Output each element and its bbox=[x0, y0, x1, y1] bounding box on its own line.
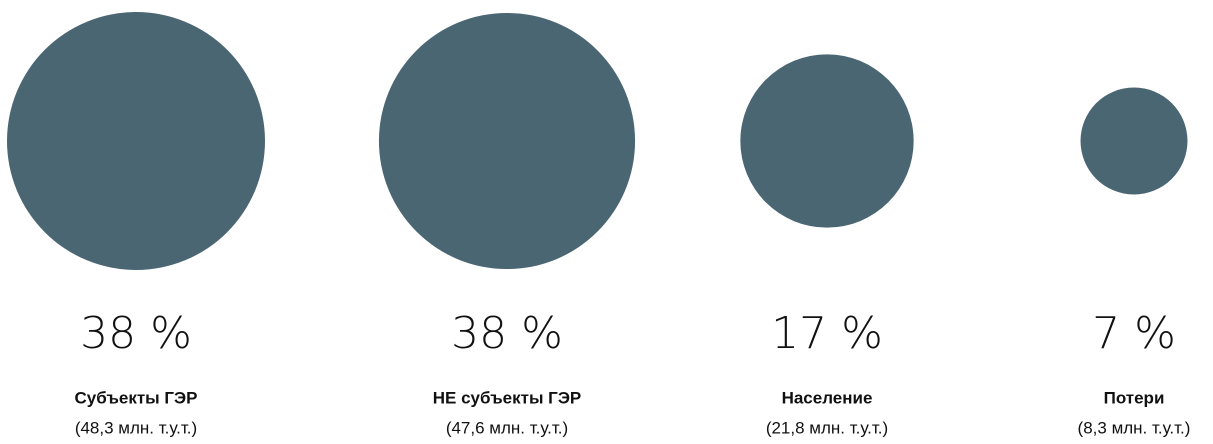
percent-label: 38 % bbox=[451, 308, 563, 359]
percent-label: 17 % bbox=[771, 308, 883, 359]
category-label: Население bbox=[782, 388, 873, 407]
size-label: (8,3 млн. т.у.т.) bbox=[1078, 418, 1191, 437]
size-label: (47,6 млн. т.у.т.) bbox=[446, 418, 568, 437]
bubble bbox=[740, 54, 914, 228]
percent-label: 7 % bbox=[1092, 308, 1176, 359]
size-label: (21,8 млн. т.у.т.) bbox=[766, 418, 888, 437]
category-label: Субъекты ГЭР bbox=[74, 388, 197, 407]
category-label: НЕ субъекты ГЭР bbox=[433, 388, 582, 407]
percent-label: 38 % bbox=[80, 308, 192, 359]
bubble bbox=[7, 12, 265, 270]
bubble bbox=[1080, 87, 1188, 195]
size-label: (48,3 млн. т.у.т.) bbox=[75, 418, 197, 437]
bubble bbox=[378, 12, 636, 270]
category-label: Потери bbox=[1104, 388, 1165, 407]
